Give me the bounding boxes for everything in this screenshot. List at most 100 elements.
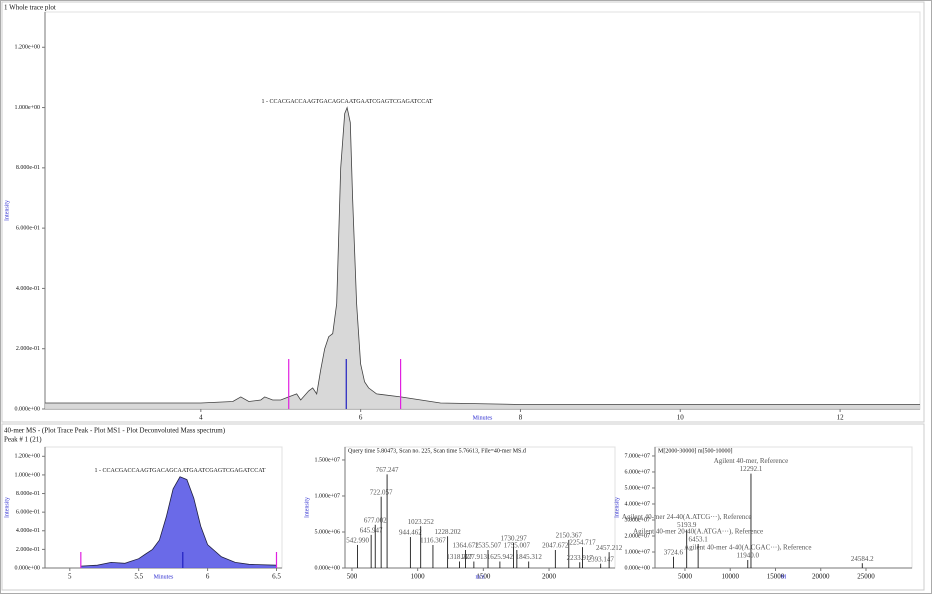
peak-label: 2047.672 [542, 542, 569, 550]
peak-label: 767.247 [376, 466, 399, 474]
y-tick-label: 1.000e+00 [14, 105, 40, 111]
x-axis-label: Minutes [154, 574, 174, 580]
chart-title: Peak # 1 (21) [4, 436, 42, 444]
peak-label: 2254.717 [569, 539, 596, 547]
peak-label: 2233.917 [567, 554, 594, 562]
y-tick-label: 2.000e-01 [16, 346, 40, 352]
trace-line [45, 106, 920, 405]
x-tick-label: 2000 [542, 573, 557, 581]
y-tick-label: 6.000e-01 [16, 226, 40, 232]
peak-label: 542.990 [346, 537, 369, 545]
y-tick-label: 5.000e+07 [624, 485, 650, 491]
x-tick-label: 500 [347, 573, 358, 581]
peak-label: 1228.202 [435, 528, 462, 536]
peak-label: 1755.007 [504, 542, 531, 550]
x-tick-label: 1000 [411, 573, 426, 581]
y-tick-label: 2.000e-01 [16, 547, 40, 553]
x-tick-label: 6 [206, 573, 210, 581]
peak-label: 645.947 [360, 526, 383, 534]
y-axis-label: Intensity [4, 497, 10, 518]
peak-label: 3724.6 [664, 548, 684, 556]
x-tick-label: 5 [68, 573, 72, 581]
peak-annotation: 1 - CCACGACCAAGTGACAGCAATGAATCGAGTCGAGAT… [262, 99, 433, 105]
peak-label: 677.002 [364, 516, 387, 524]
y-tick-label: 1.000e+07 [624, 549, 650, 555]
y-tick-label: 5.000e+06 [314, 529, 340, 535]
peak-label: 12292.1 [740, 465, 763, 473]
plot-area [44, 11, 921, 410]
peak-label: 1364.672 [452, 542, 479, 550]
y-tick-label: 1.200e+00 [14, 454, 40, 460]
peak-label: 1023.252 [408, 518, 435, 526]
y-tick-label: 0.000e+00 [624, 565, 650, 571]
peak-label: 1535.507 [475, 542, 502, 550]
peak-label: 24584.2 [851, 555, 874, 563]
y-tick-label: 4.000e+07 [624, 501, 650, 507]
peak-label: 722.057 [370, 488, 393, 496]
peak-label: 1625.942 [487, 553, 514, 561]
peak-label: 1730.297 [500, 534, 527, 542]
trace-line [80, 476, 277, 567]
peak-label: 2150.367 [556, 532, 583, 540]
x-tick-label: 15000 [767, 573, 785, 581]
y-tick-label: 8.000e-01 [16, 491, 40, 497]
y-tick-label: 0.000e+00 [14, 406, 40, 412]
y-axis-label: Intensity [614, 497, 620, 518]
peak-name: Agilent 40-mer 24-40(A.ATCG···), Referen… [622, 513, 752, 521]
x-tick-label: 6 [359, 414, 363, 422]
peak-name: Agilent 40-mer 20-40(A.ATGA···), Referen… [633, 528, 763, 536]
section-title: 40-mer MS - (Plot Trace Peak - Plot MS1 … [4, 427, 226, 435]
peak-label: 2457.212 [596, 544, 623, 552]
x-tick-label: 10 [677, 414, 685, 422]
area-fill [80, 476, 277, 568]
y-tick-label: 4.000e-01 [16, 528, 40, 534]
y-tick-label: 0.000e+00 [314, 565, 340, 571]
y-tick-label: 1.500e+07 [314, 457, 340, 463]
y-tick-label: 7.000e+07 [624, 453, 650, 459]
peak-name: Agilent 40-mer 4-40(A.CGAC···), Referenc… [684, 544, 811, 552]
x-tick-label: 8 [519, 414, 523, 422]
y-tick-label: 4.000e-01 [16, 286, 40, 292]
x-tick-label: 10000 [721, 573, 739, 581]
peak-label: 5193.9 [677, 521, 697, 529]
peak-label: 2393.147 [588, 555, 615, 563]
peak-label: 1845.312 [516, 553, 543, 561]
chart-subtitle: M[2000-30000] m[500-10000] [658, 448, 733, 454]
x-tick-label: 5.5 [134, 573, 143, 581]
peak-label: 1116.367 [420, 537, 446, 545]
y-tick-label: 1.200e+00 [14, 45, 40, 51]
peak-label: 944.462 [399, 529, 422, 537]
y-axis-label: Intensity [304, 497, 310, 518]
top-panel [1, 1, 925, 423]
x-tick-label: 12 [837, 414, 845, 422]
peak-label: 11940.0 [737, 552, 760, 560]
chart-subtitle: Query time 5.80473, Scan no. 225, Scan t… [348, 448, 526, 454]
chart-title: 1 Whole trace plot [4, 4, 56, 12]
y-tick-label: 0.000e+00 [14, 565, 40, 571]
x-axis-label: Minutes [473, 415, 493, 421]
peak-name: Agilent 40-mer, Reference [714, 457, 789, 465]
plot-area [344, 446, 616, 569]
y-axis-label: Intensity [4, 200, 10, 221]
x-tick-label: 25000 [857, 573, 875, 581]
x-tick-label: 6.5 [272, 573, 281, 581]
peak-label: 1318.227 [446, 553, 473, 561]
y-tick-label: 2.000e+07 [624, 533, 650, 539]
peak-annotation: 1 - CCACGACCAAGTGACAGCAATGAATCGAGTCGAGAT… [95, 468, 266, 474]
y-tick-label: 1.000e+00 [14, 472, 40, 478]
x-axis-label: m/z [476, 574, 485, 580]
x-axis-label: M [781, 574, 787, 580]
x-tick-label: 4 [199, 414, 203, 422]
x-tick-label: 1500 [476, 573, 491, 581]
y-tick-label: 6.000e+07 [624, 469, 650, 475]
x-tick-label: 5000 [678, 573, 693, 581]
y-tick-label: 3.000e+07 [624, 517, 650, 523]
peak-label: 6453.1 [688, 536, 708, 544]
y-tick-label: 6.000e-01 [16, 510, 40, 516]
bottom-panel [1, 423, 925, 591]
y-tick-label: 8.000e-01 [16, 165, 40, 171]
y-tick-label: 1.000e+07 [314, 493, 340, 499]
x-tick-label: 20000 [812, 573, 830, 581]
